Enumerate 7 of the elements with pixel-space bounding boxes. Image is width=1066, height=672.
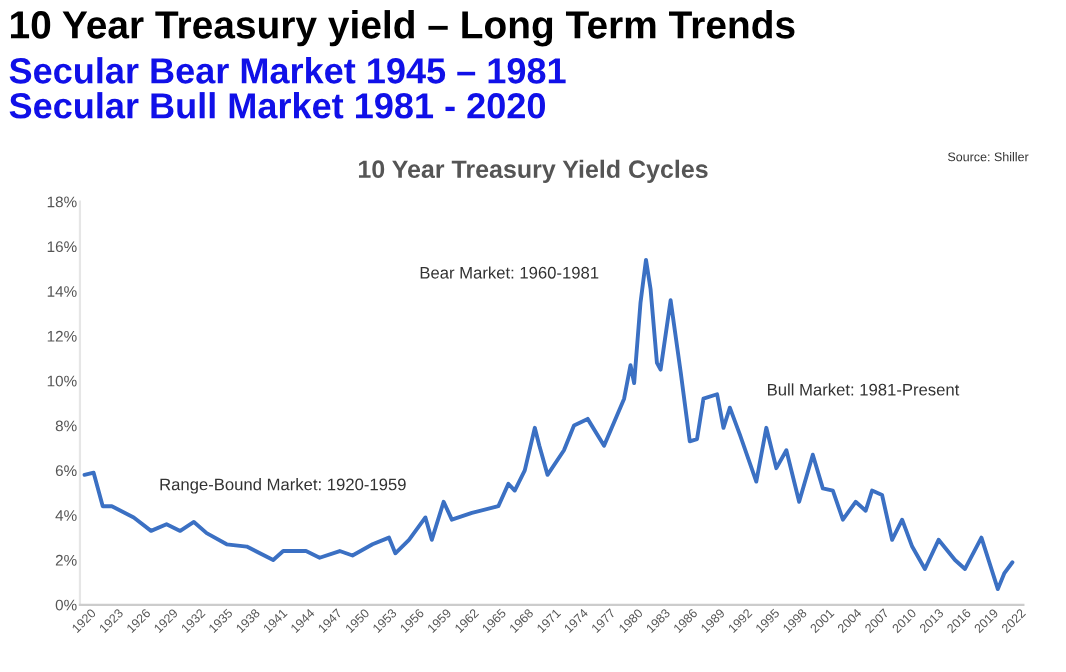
chart-subtitle: Secular Bear Market 1945 – 1981 Secular Bull Market 1981 - 2020 xyxy=(9,57,566,119)
chart-title: 10 Year Treasury yield – Long Term Trends xyxy=(10,10,795,47)
annotation: Range-Bound Market: 1920-1959 xyxy=(160,478,406,494)
annotation: Bull Market: 1981-Present xyxy=(768,383,960,396)
text: 10 Year Treasury Yield Cycles xyxy=(358,159,708,184)
annotation: Bear Market: 1960-1981 xyxy=(420,266,599,279)
line-series xyxy=(82,257,1015,592)
